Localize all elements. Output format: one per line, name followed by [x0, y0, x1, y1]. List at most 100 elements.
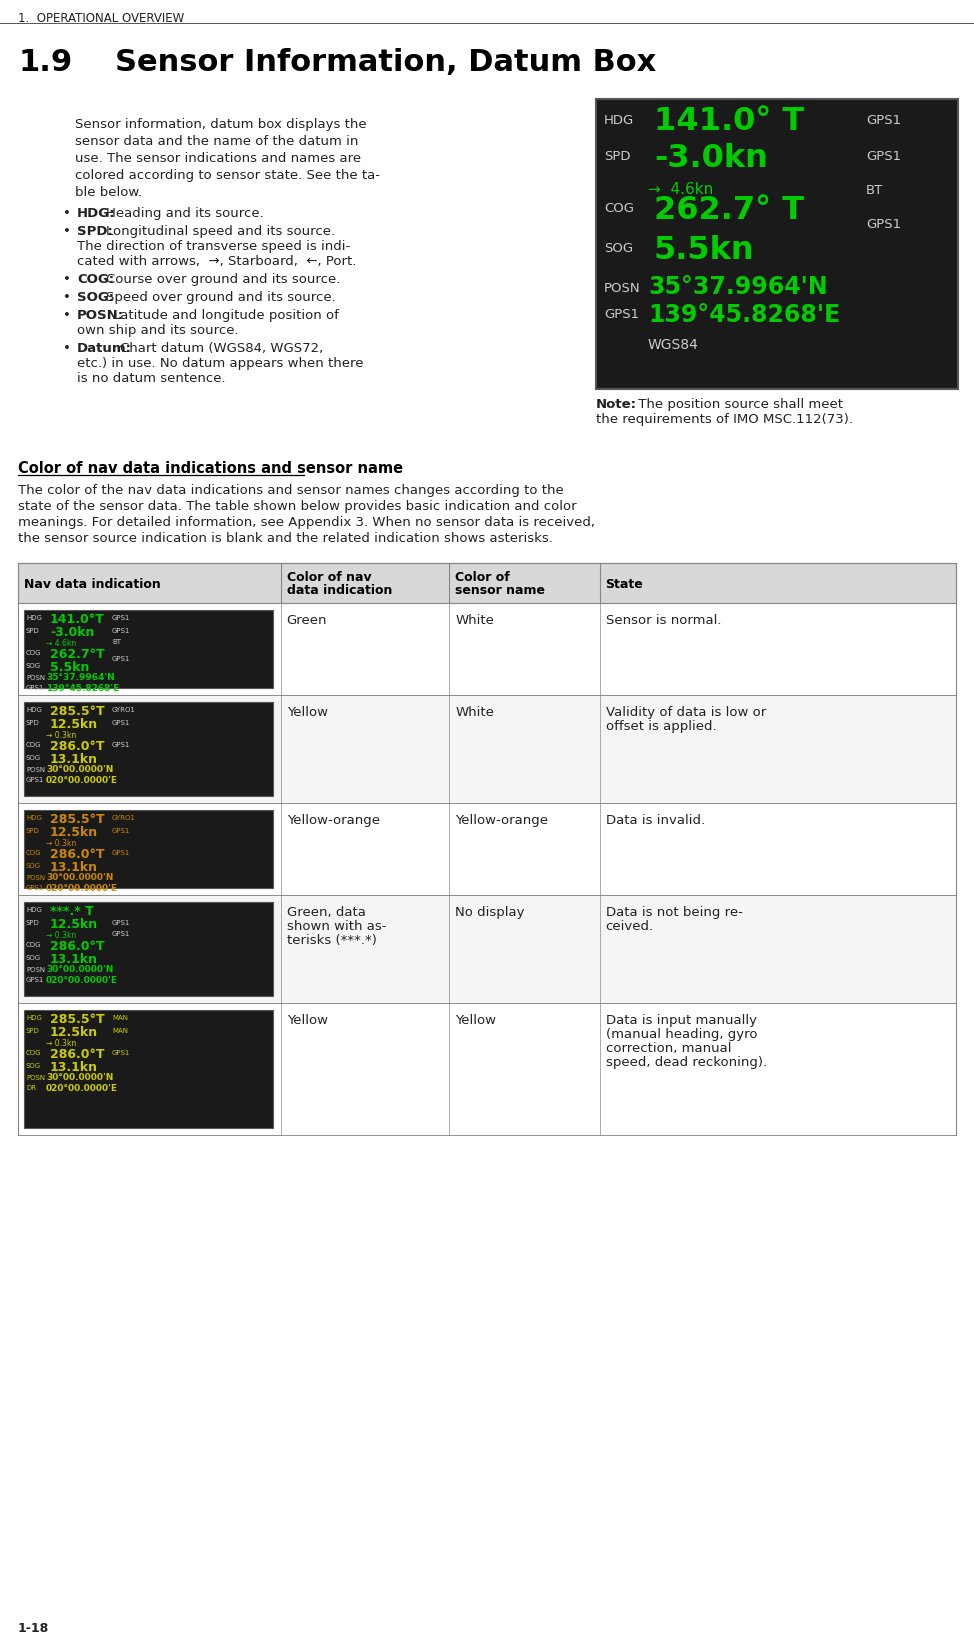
- Text: SPD:: SPD:: [77, 225, 113, 238]
- Text: POSN: POSN: [26, 767, 45, 772]
- Text: sensor name: sensor name: [456, 583, 545, 597]
- Text: •: •: [63, 290, 71, 303]
- Text: 141.0°T: 141.0°T: [50, 613, 105, 626]
- Text: 12.5kn: 12.5kn: [50, 718, 98, 731]
- Text: 139°45.8268'E: 139°45.8268'E: [46, 683, 119, 693]
- Text: 30°00.0000'N: 30°00.0000'N: [46, 1072, 113, 1082]
- Text: GPS1: GPS1: [866, 218, 901, 231]
- Text: Yellow: Yellow: [286, 705, 327, 718]
- Text: Green, data: Green, data: [286, 905, 365, 918]
- Text: GPS1: GPS1: [112, 628, 131, 634]
- Text: BT: BT: [866, 184, 883, 197]
- Text: GPS1: GPS1: [26, 885, 45, 890]
- Text: 1-18: 1-18: [18, 1621, 50, 1634]
- Text: 12.5kn: 12.5kn: [50, 1026, 98, 1039]
- FancyBboxPatch shape: [24, 903, 273, 997]
- Text: Green: Green: [286, 613, 327, 626]
- Text: MAN: MAN: [112, 1028, 128, 1033]
- Text: •: •: [63, 308, 71, 321]
- Text: GPS1: GPS1: [112, 1049, 131, 1056]
- Text: GPS1: GPS1: [866, 115, 901, 126]
- Text: HDG: HDG: [26, 706, 42, 713]
- Text: White: White: [456, 613, 495, 626]
- Text: -3.0kn: -3.0kn: [50, 626, 94, 639]
- Text: GPS1: GPS1: [112, 828, 131, 834]
- Text: speed, dead reckoning).: speed, dead reckoning).: [606, 1056, 767, 1069]
- Text: GPS1: GPS1: [866, 149, 901, 162]
- Text: 286.0°T: 286.0°T: [50, 939, 104, 952]
- Text: •: •: [63, 343, 71, 354]
- Text: Speed over ground and its source.: Speed over ground and its source.: [106, 290, 336, 303]
- Text: GPS1: GPS1: [112, 720, 131, 726]
- Text: 020°00.0000'E: 020°00.0000'E: [46, 1083, 118, 1092]
- Text: shown with as-: shown with as-: [286, 919, 386, 933]
- Text: cated with arrows,  →, Starboard,  ←, Port.: cated with arrows, →, Starboard, ←, Port…: [77, 254, 356, 267]
- Text: 13.1kn: 13.1kn: [50, 952, 98, 965]
- Text: Heading and its source.: Heading and its source.: [106, 207, 264, 220]
- Text: meanings. For detailed information, see Appendix 3. When no sensor data is recei: meanings. For detailed information, see …: [18, 516, 595, 529]
- Text: COG: COG: [26, 1049, 42, 1056]
- Text: MAN: MAN: [112, 1015, 128, 1021]
- Text: SPD: SPD: [26, 720, 40, 726]
- Text: GPS1: GPS1: [26, 977, 45, 982]
- Text: GPS1: GPS1: [112, 656, 131, 662]
- Text: GPS1: GPS1: [604, 308, 639, 321]
- FancyBboxPatch shape: [18, 695, 956, 803]
- Text: SPD: SPD: [26, 1028, 40, 1033]
- Text: Yellow: Yellow: [286, 1013, 327, 1026]
- Text: HDG: HDG: [26, 906, 42, 913]
- Text: DR: DR: [26, 1085, 36, 1090]
- Text: SOG: SOG: [26, 862, 41, 869]
- Text: 1.  OPERATIONAL OVERVIEW: 1. OPERATIONAL OVERVIEW: [18, 11, 184, 25]
- Text: Color of nav: Color of nav: [286, 570, 371, 583]
- Text: Data is input manually: Data is input manually: [606, 1013, 757, 1026]
- Text: Chart datum (WGS84, WGS72,: Chart datum (WGS84, WGS72,: [120, 343, 322, 354]
- FancyBboxPatch shape: [596, 100, 958, 390]
- Text: Color of nav data indications and sensor name: Color of nav data indications and sensor…: [18, 461, 403, 475]
- Text: ble below.: ble below.: [75, 185, 142, 198]
- Text: → 0.3kn: → 0.3kn: [46, 1039, 76, 1047]
- Text: GPS1: GPS1: [112, 741, 131, 747]
- Text: ***.* T: ***.* T: [50, 905, 94, 918]
- Text: → 0.3kn: → 0.3kn: [46, 839, 76, 847]
- Text: •: •: [63, 272, 71, 285]
- Text: POSN:: POSN:: [77, 308, 124, 321]
- Text: Yellow-orange: Yellow-orange: [286, 813, 380, 826]
- Text: Color of: Color of: [456, 570, 510, 583]
- Text: etc.) in use. No datum appears when there: etc.) in use. No datum appears when ther…: [77, 357, 363, 370]
- Text: SPD: SPD: [604, 149, 630, 162]
- Text: HDG: HDG: [26, 1015, 42, 1021]
- Text: GPS1: GPS1: [112, 931, 131, 936]
- Text: sensor data and the name of the datum in: sensor data and the name of the datum in: [75, 134, 358, 148]
- Text: the sensor source indication is blank and the related indication shows asterisks: the sensor source indication is blank an…: [18, 531, 553, 544]
- Text: Yellow-orange: Yellow-orange: [456, 813, 548, 826]
- Text: No display: No display: [456, 905, 525, 918]
- Text: Sensor is normal.: Sensor is normal.: [606, 613, 721, 626]
- Text: White: White: [456, 705, 495, 718]
- Text: 13.1kn: 13.1kn: [50, 1060, 98, 1074]
- FancyBboxPatch shape: [18, 603, 956, 695]
- Text: 020°00.0000'E: 020°00.0000'E: [46, 883, 118, 893]
- Text: The position source shall meet: The position source shall meet: [634, 398, 843, 411]
- Text: 286.0°T: 286.0°T: [50, 847, 104, 860]
- Text: 30°00.0000'N: 30°00.0000'N: [46, 764, 113, 774]
- Text: SOG: SOG: [604, 243, 633, 254]
- Text: → 0.3kn: → 0.3kn: [46, 731, 76, 739]
- Text: terisks (***.*): terisks (***.*): [286, 934, 385, 946]
- Text: SPD: SPD: [26, 919, 40, 926]
- Text: 12.5kn: 12.5kn: [50, 826, 98, 839]
- Text: Yellow: Yellow: [456, 1013, 497, 1026]
- Text: 285.5°T: 285.5°T: [50, 705, 104, 718]
- Text: •: •: [63, 225, 71, 238]
- Text: BT: BT: [112, 639, 121, 644]
- Text: 30°00.0000'N: 30°00.0000'N: [46, 872, 113, 882]
- Text: GPS1: GPS1: [112, 919, 131, 926]
- Text: GYRO1: GYRO1: [112, 706, 136, 713]
- Text: ceived.: ceived.: [606, 919, 654, 933]
- Text: Data is not being re-: Data is not being re-: [606, 905, 742, 918]
- Text: COG: COG: [26, 741, 42, 747]
- FancyBboxPatch shape: [18, 895, 956, 1003]
- Text: 139°45.8268'E: 139°45.8268'E: [648, 303, 841, 326]
- Text: POSN: POSN: [26, 675, 45, 680]
- FancyBboxPatch shape: [18, 564, 956, 603]
